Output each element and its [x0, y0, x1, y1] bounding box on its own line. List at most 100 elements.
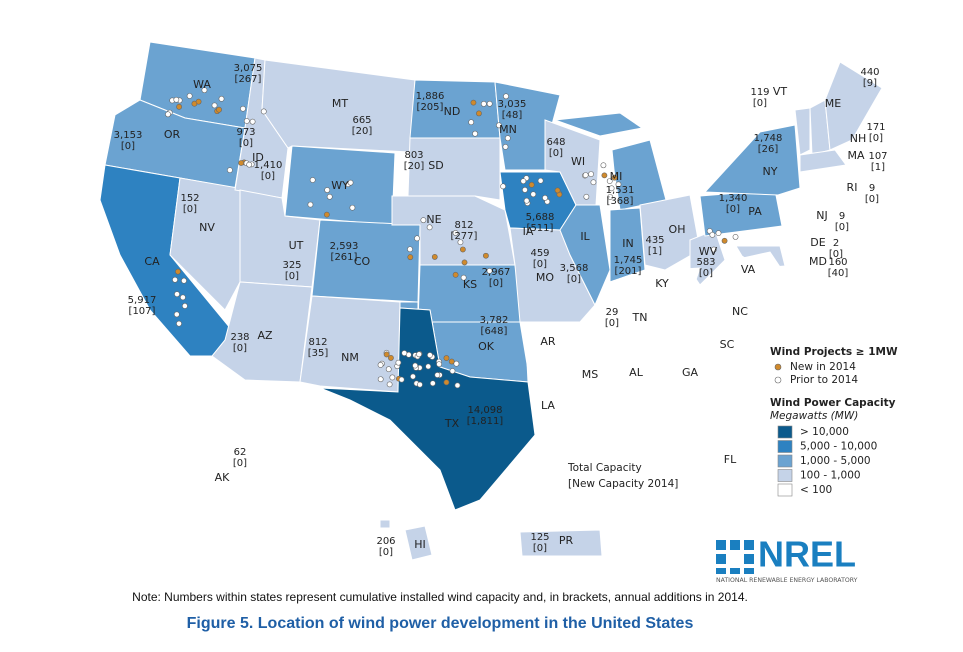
project-dot [420, 217, 427, 224]
project-dot [611, 174, 618, 181]
project-dot [176, 103, 183, 110]
project-dot [503, 93, 509, 100]
project-dot [398, 376, 405, 383]
state-new-capacity: [20] [404, 161, 425, 172]
state-abbr: IL [580, 230, 590, 243]
project-dot [216, 106, 222, 113]
project-dot [522, 187, 528, 193]
logo-name: NREL [758, 534, 856, 575]
state-abbr: RI [847, 181, 858, 194]
state-abbr: FL [724, 453, 737, 466]
state-abbr: NE [426, 213, 441, 226]
state-new-capacity: [1] [871, 162, 885, 173]
project-dot [407, 246, 413, 253]
state-new-capacity: [40] [828, 268, 849, 279]
state-abbr: LA [541, 399, 555, 412]
state-capacity: 812 [308, 337, 327, 348]
project-dot [496, 122, 502, 129]
project-dot [417, 381, 423, 388]
state-abbr: AL [629, 366, 644, 379]
labels-layer: WA3,075[267]OR3,153[0]CA5,917[107]NV152[… [114, 63, 888, 558]
project-dot [452, 230, 459, 236]
state-new-capacity: [0] [699, 268, 713, 279]
state [529, 376, 591, 441]
state-new-capacity: [0] [533, 259, 547, 270]
state-abbr: MT [332, 97, 348, 110]
project-dot [377, 362, 384, 368]
project-dot [443, 355, 450, 361]
state [594, 267, 701, 311]
legend-projects-title: Wind Projects ≥ 1MW [770, 346, 898, 358]
state-new-capacity: [0] [233, 458, 247, 469]
project-dot [425, 363, 432, 370]
state [379, 519, 391, 529]
state-new-capacity: [0] [489, 278, 503, 289]
state-abbr: ND [444, 105, 461, 118]
project-dot [483, 252, 489, 259]
state [519, 529, 603, 557]
project-dot [434, 372, 441, 378]
state-new-capacity: [0] [549, 148, 563, 159]
state-abbr: AZ [257, 329, 273, 342]
state-abbr: MA [847, 149, 864, 162]
state-capacity: 206 [376, 536, 395, 547]
state [404, 525, 433, 561]
state-abbr: TN [632, 311, 648, 324]
state-new-capacity: [0] [829, 249, 843, 260]
note: Note: Numbers within states represent cu… [132, 590, 748, 604]
state-capacity: 2,593 [330, 241, 359, 252]
state-abbr: SD [428, 159, 443, 172]
state-new-capacity: [0] [865, 194, 879, 205]
project-dot [383, 351, 390, 358]
project-dot [181, 277, 187, 284]
state-abbr: DE [810, 236, 825, 249]
project-dot [186, 93, 193, 99]
legend-dot [774, 363, 782, 371]
project-dot [249, 118, 256, 125]
state-new-capacity: [35] [308, 348, 329, 359]
state-capacity: 171 [866, 122, 885, 133]
state-abbr: CO [354, 255, 371, 268]
project-dot [243, 118, 250, 124]
state [629, 419, 763, 513]
state-abbr: WV [699, 245, 718, 258]
state-capacity: 9 [869, 183, 875, 194]
state [799, 149, 847, 173]
state-new-capacity: [1,811] [467, 416, 504, 427]
state-capacity: 152 [180, 193, 199, 204]
project-dot [600, 162, 607, 169]
state-new-capacity: [107] [129, 306, 156, 317]
state-capacity: 665 [352, 115, 371, 126]
state-capacity: 5,917 [128, 295, 157, 306]
project-dot [472, 130, 478, 137]
state [639, 194, 701, 271]
project-dot [347, 179, 354, 186]
project-dot [414, 235, 420, 242]
state [319, 307, 536, 511]
state-new-capacity: [0] [183, 204, 197, 215]
state-abbr: NV [199, 221, 215, 234]
states-layer [99, 41, 883, 561]
legend-capacity-unit: Megawatts (MW) [770, 410, 858, 422]
project-dot [426, 224, 433, 231]
state [544, 119, 601, 206]
project-dot [454, 382, 461, 389]
project-dot [448, 358, 455, 365]
project-dot [389, 374, 396, 381]
legend-swatch [777, 483, 793, 497]
project-dot [385, 366, 392, 373]
state-capacity: 440 [860, 67, 879, 78]
state [794, 107, 811, 156]
project-dot [227, 167, 233, 174]
state-abbr: KS [463, 278, 477, 291]
project-dot [260, 108, 267, 115]
state-abbr: HI [414, 538, 426, 551]
project-dot [195, 98, 202, 105]
project-dot [480, 101, 487, 107]
project-dot [449, 368, 456, 374]
project-dot [452, 271, 459, 278]
logo-mark [716, 540, 754, 574]
state [519, 321, 581, 383]
project-dot [715, 230, 722, 237]
state [689, 251, 793, 303]
